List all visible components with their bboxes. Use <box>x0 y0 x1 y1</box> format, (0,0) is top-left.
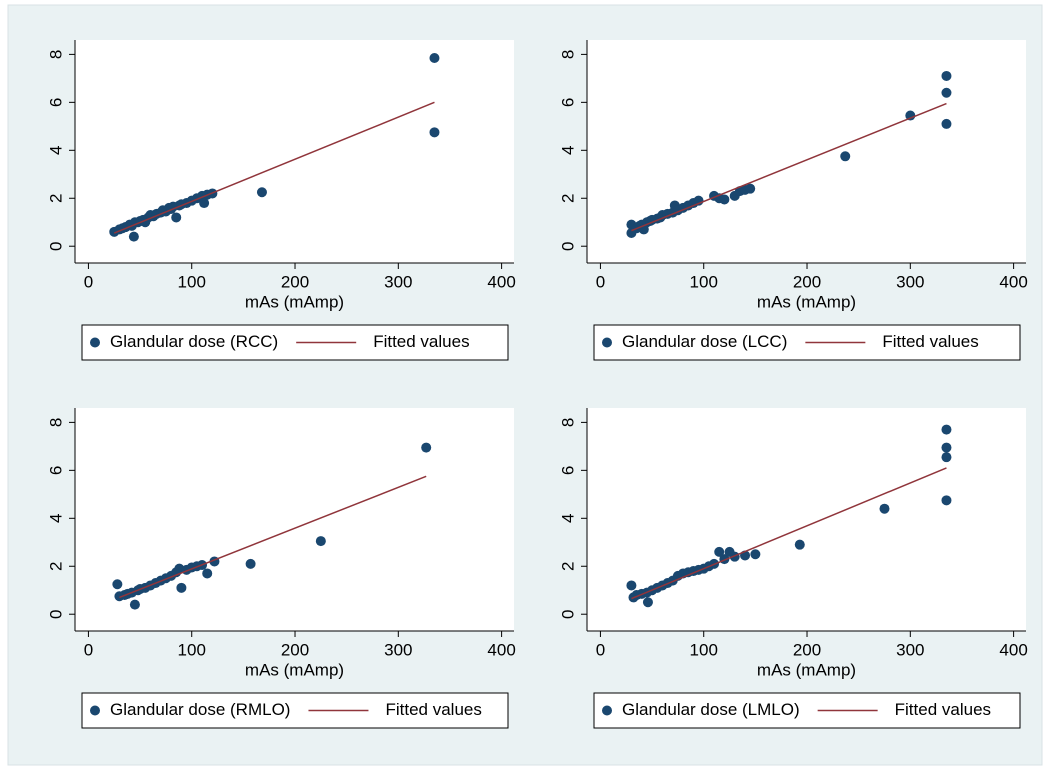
legend-label: Fitted values <box>895 700 991 719</box>
fit-line <box>119 475 427 599</box>
point <box>745 183 756 194</box>
legend-label: Fitted values <box>385 700 481 719</box>
legend-marker <box>90 705 100 716</box>
x-tick-label: 0 <box>84 640 93 659</box>
y-tick-label: 0 <box>46 241 65 250</box>
legend-label: Glandular dose (RCC) <box>110 332 278 351</box>
point <box>750 549 761 560</box>
x-tick-label: 400 <box>487 272 515 291</box>
x-tick-label: 300 <box>896 640 924 659</box>
legend-label: Fitted values <box>373 332 469 351</box>
x-tick-label: 200 <box>793 272 821 291</box>
y-tick-label: 6 <box>46 98 65 107</box>
x-tick-label: 400 <box>487 640 515 659</box>
point <box>794 539 805 550</box>
legend-marker <box>602 705 612 716</box>
y-tick-label: 8 <box>46 50 65 59</box>
x-tick-label: 0 <box>596 272 605 291</box>
x-axis-label: mAs (mAmp) <box>757 292 856 311</box>
legend-label: Glandular dose (RMLO) <box>110 700 290 719</box>
x-tick-label: 400 <box>999 272 1027 291</box>
point <box>941 118 952 129</box>
point <box>128 231 139 242</box>
y-tick-label: 2 <box>46 194 65 203</box>
point <box>905 110 916 121</box>
point <box>245 558 256 569</box>
point <box>626 580 637 591</box>
y-tick-label: 2 <box>558 562 577 571</box>
point <box>171 212 182 223</box>
y-tick-label: 0 <box>558 609 577 618</box>
y-tick-label: 4 <box>46 514 65 523</box>
point <box>642 597 653 608</box>
legend-label: Fitted values <box>882 332 978 351</box>
y-tick-label: 0 <box>46 609 65 618</box>
point <box>714 546 725 557</box>
x-tick-label: 200 <box>281 272 309 291</box>
y-tick-label: 8 <box>558 418 577 427</box>
point <box>176 582 187 593</box>
point <box>256 187 267 198</box>
x-axis-label: mAs (mAmp) <box>245 660 344 679</box>
y-tick-label: 6 <box>558 98 577 107</box>
x-tick-label: 200 <box>281 640 309 659</box>
x-tick-label: 300 <box>896 272 924 291</box>
x-tick-label: 400 <box>999 640 1027 659</box>
point <box>112 579 123 590</box>
plot-area <box>587 408 1026 631</box>
point <box>199 198 210 209</box>
x-tick-label: 100 <box>178 640 206 659</box>
y-tick-label: 8 <box>558 50 577 59</box>
point <box>840 151 851 162</box>
point <box>315 536 326 547</box>
x-tick-label: 100 <box>690 640 718 659</box>
y-tick-label: 2 <box>558 194 577 203</box>
legend-box <box>81 692 509 729</box>
point <box>429 52 440 63</box>
point <box>129 599 140 610</box>
point <box>941 87 952 98</box>
y-tick-label: 6 <box>558 466 577 475</box>
x-tick-label: 100 <box>178 272 206 291</box>
x-axis-label: mAs (mAmp) <box>245 292 344 311</box>
x-axis-label: mAs (mAmp) <box>757 660 856 679</box>
y-tick-label: 2 <box>46 562 65 571</box>
point <box>941 424 952 435</box>
plot-area <box>587 40 1026 263</box>
point <box>941 70 952 81</box>
point <box>879 503 890 514</box>
fit-line <box>631 467 947 600</box>
x-tick-label: 300 <box>384 272 412 291</box>
fit-line <box>113 101 435 234</box>
y-tick-label: 8 <box>46 418 65 427</box>
y-tick-label: 4 <box>558 514 577 523</box>
x-tick-label: 0 <box>596 640 605 659</box>
plot-area <box>75 408 514 631</box>
x-tick-label: 0 <box>84 272 93 291</box>
y-tick-label: 6 <box>46 466 65 475</box>
x-tick-label: 300 <box>384 640 412 659</box>
y-tick-label: 4 <box>46 146 65 155</box>
legend-marker <box>602 337 612 348</box>
legend-label: Glandular dose (LCC) <box>622 332 787 351</box>
fit-line <box>631 102 947 232</box>
point <box>941 495 952 506</box>
legend-box <box>593 692 1021 729</box>
point <box>429 127 440 138</box>
point <box>941 452 952 463</box>
point <box>941 442 952 453</box>
point <box>421 442 432 453</box>
legend-box <box>81 324 509 361</box>
point <box>719 194 730 205</box>
plot-area <box>75 40 514 263</box>
y-tick-label: 0 <box>558 241 577 250</box>
point <box>202 568 213 579</box>
x-tick-label: 200 <box>793 640 821 659</box>
legend-marker <box>90 337 100 348</box>
x-tick-label: 100 <box>690 272 718 291</box>
y-tick-label: 4 <box>558 146 577 155</box>
legend-label: Glandular dose (LMLO) <box>622 700 800 719</box>
